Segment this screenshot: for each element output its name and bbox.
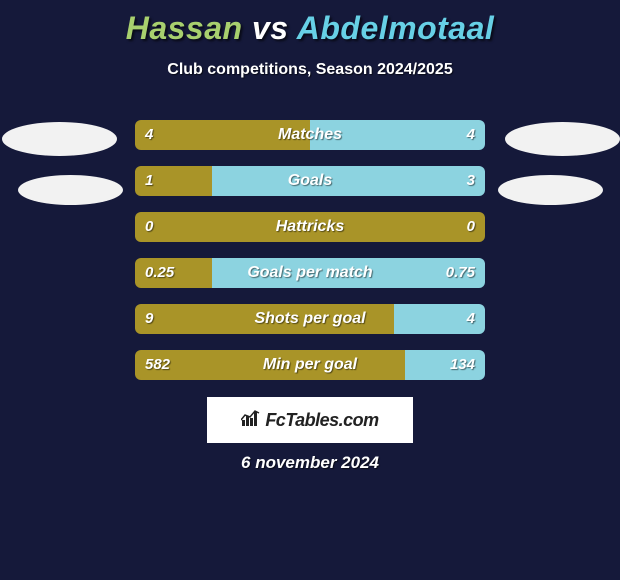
stat-row: 44Matches xyxy=(135,120,485,150)
stat-row: 00Hattricks xyxy=(135,212,485,242)
logo-text: FcTables.com xyxy=(265,410,378,431)
page-title: Hassan vs Abdelmotaal xyxy=(0,0,620,47)
stat-label: Goals xyxy=(135,166,485,196)
date-text: 6 november 2024 xyxy=(0,453,620,473)
player2-name: Abdelmotaal xyxy=(297,10,495,46)
stat-row: 94Shots per goal xyxy=(135,304,485,334)
player1-name: Hassan xyxy=(126,10,243,46)
stat-label: Goals per match xyxy=(135,258,485,288)
stat-row: 582134Min per goal xyxy=(135,350,485,380)
team-badge-placeholder xyxy=(505,122,620,156)
stat-row: 13Goals xyxy=(135,166,485,196)
team-badge-placeholder xyxy=(2,122,117,156)
stat-row: 0.250.75Goals per match xyxy=(135,258,485,288)
stat-label: Shots per goal xyxy=(135,304,485,334)
subtitle: Club competitions, Season 2024/2025 xyxy=(0,61,620,79)
logo-bars-icon xyxy=(241,409,261,432)
stat-label: Matches xyxy=(135,120,485,150)
vs-text: vs xyxy=(252,10,289,46)
team-badge-placeholder xyxy=(498,175,603,205)
logo-box: FcTables.com xyxy=(207,397,413,443)
comparison-rows: 44Matches 13Goals 00Hattricks 0.250.75Goals… xyxy=(135,120,485,396)
stat-label: Min per goal xyxy=(135,350,485,380)
stat-label: Hattricks xyxy=(135,212,485,242)
team-badge-placeholder xyxy=(18,175,123,205)
